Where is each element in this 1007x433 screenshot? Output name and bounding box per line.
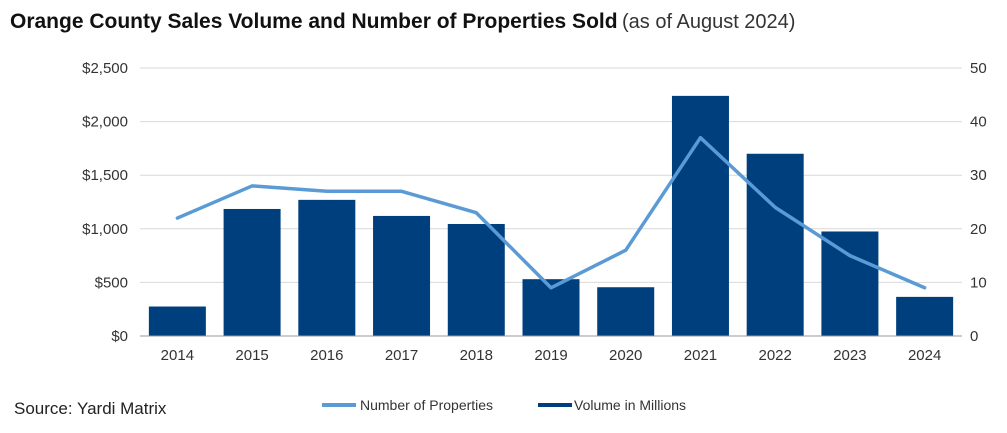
bar-2020	[597, 287, 655, 336]
bar-2018	[447, 223, 505, 336]
x-tick-label: 2021	[684, 347, 717, 364]
legend-label-volume-in-millions: Volume in Millions	[574, 397, 686, 413]
source-note: Source: Yardi Matrix	[14, 399, 167, 418]
bar-2014	[148, 306, 206, 336]
y-left-tick-label: $1,500	[82, 167, 128, 184]
x-tick-label: 2024	[908, 347, 941, 364]
x-tick-label: 2016	[310, 347, 343, 364]
y-right-tick-label: 0	[970, 328, 978, 345]
chart-title-subtitle: (as of August 2024)	[622, 11, 796, 33]
bar-2023	[821, 231, 879, 336]
x-tick-label: 2015	[235, 347, 268, 364]
y-left-tick-label: $2,500	[82, 60, 128, 77]
y-left-tick-label: $500	[95, 274, 128, 291]
bar-2022	[746, 153, 804, 336]
x-tick-label: 2014	[161, 347, 194, 364]
y-left-tick-label: $2,000	[82, 114, 128, 131]
y-right-tick-label: 40	[970, 114, 987, 131]
line-number-of-properties	[175, 135, 927, 290]
bar-2017	[373, 215, 431, 336]
legend-label-number-of-properties: Number of Properties	[360, 397, 493, 413]
x-tick-label: 2018	[460, 347, 493, 364]
y-right-tick-label: 10	[970, 274, 987, 291]
chart-title-main: Orange County Sales Volume and Number of…	[10, 10, 618, 33]
y-left-tick-label: $1,000	[82, 221, 128, 238]
x-tick-label: 2022	[758, 347, 791, 364]
x-tick-label: 2017	[385, 347, 418, 364]
x-tick-label: 2019	[534, 347, 567, 364]
chart-title: Orange County Sales Volume and Number of…	[10, 10, 795, 34]
bar-2024	[896, 296, 954, 336]
bar-2021	[671, 95, 729, 336]
x-tick-label: 2023	[833, 347, 866, 364]
bar-2016	[298, 199, 356, 336]
bar-2015	[223, 208, 281, 336]
y-right-tick-label: 30	[970, 167, 987, 184]
y-right-tick-label: 20	[970, 221, 987, 238]
x-tick-label: 2020	[609, 347, 642, 364]
y-right-tick-label: 50	[970, 60, 987, 77]
y-left-tick-label: $0	[111, 328, 128, 345]
